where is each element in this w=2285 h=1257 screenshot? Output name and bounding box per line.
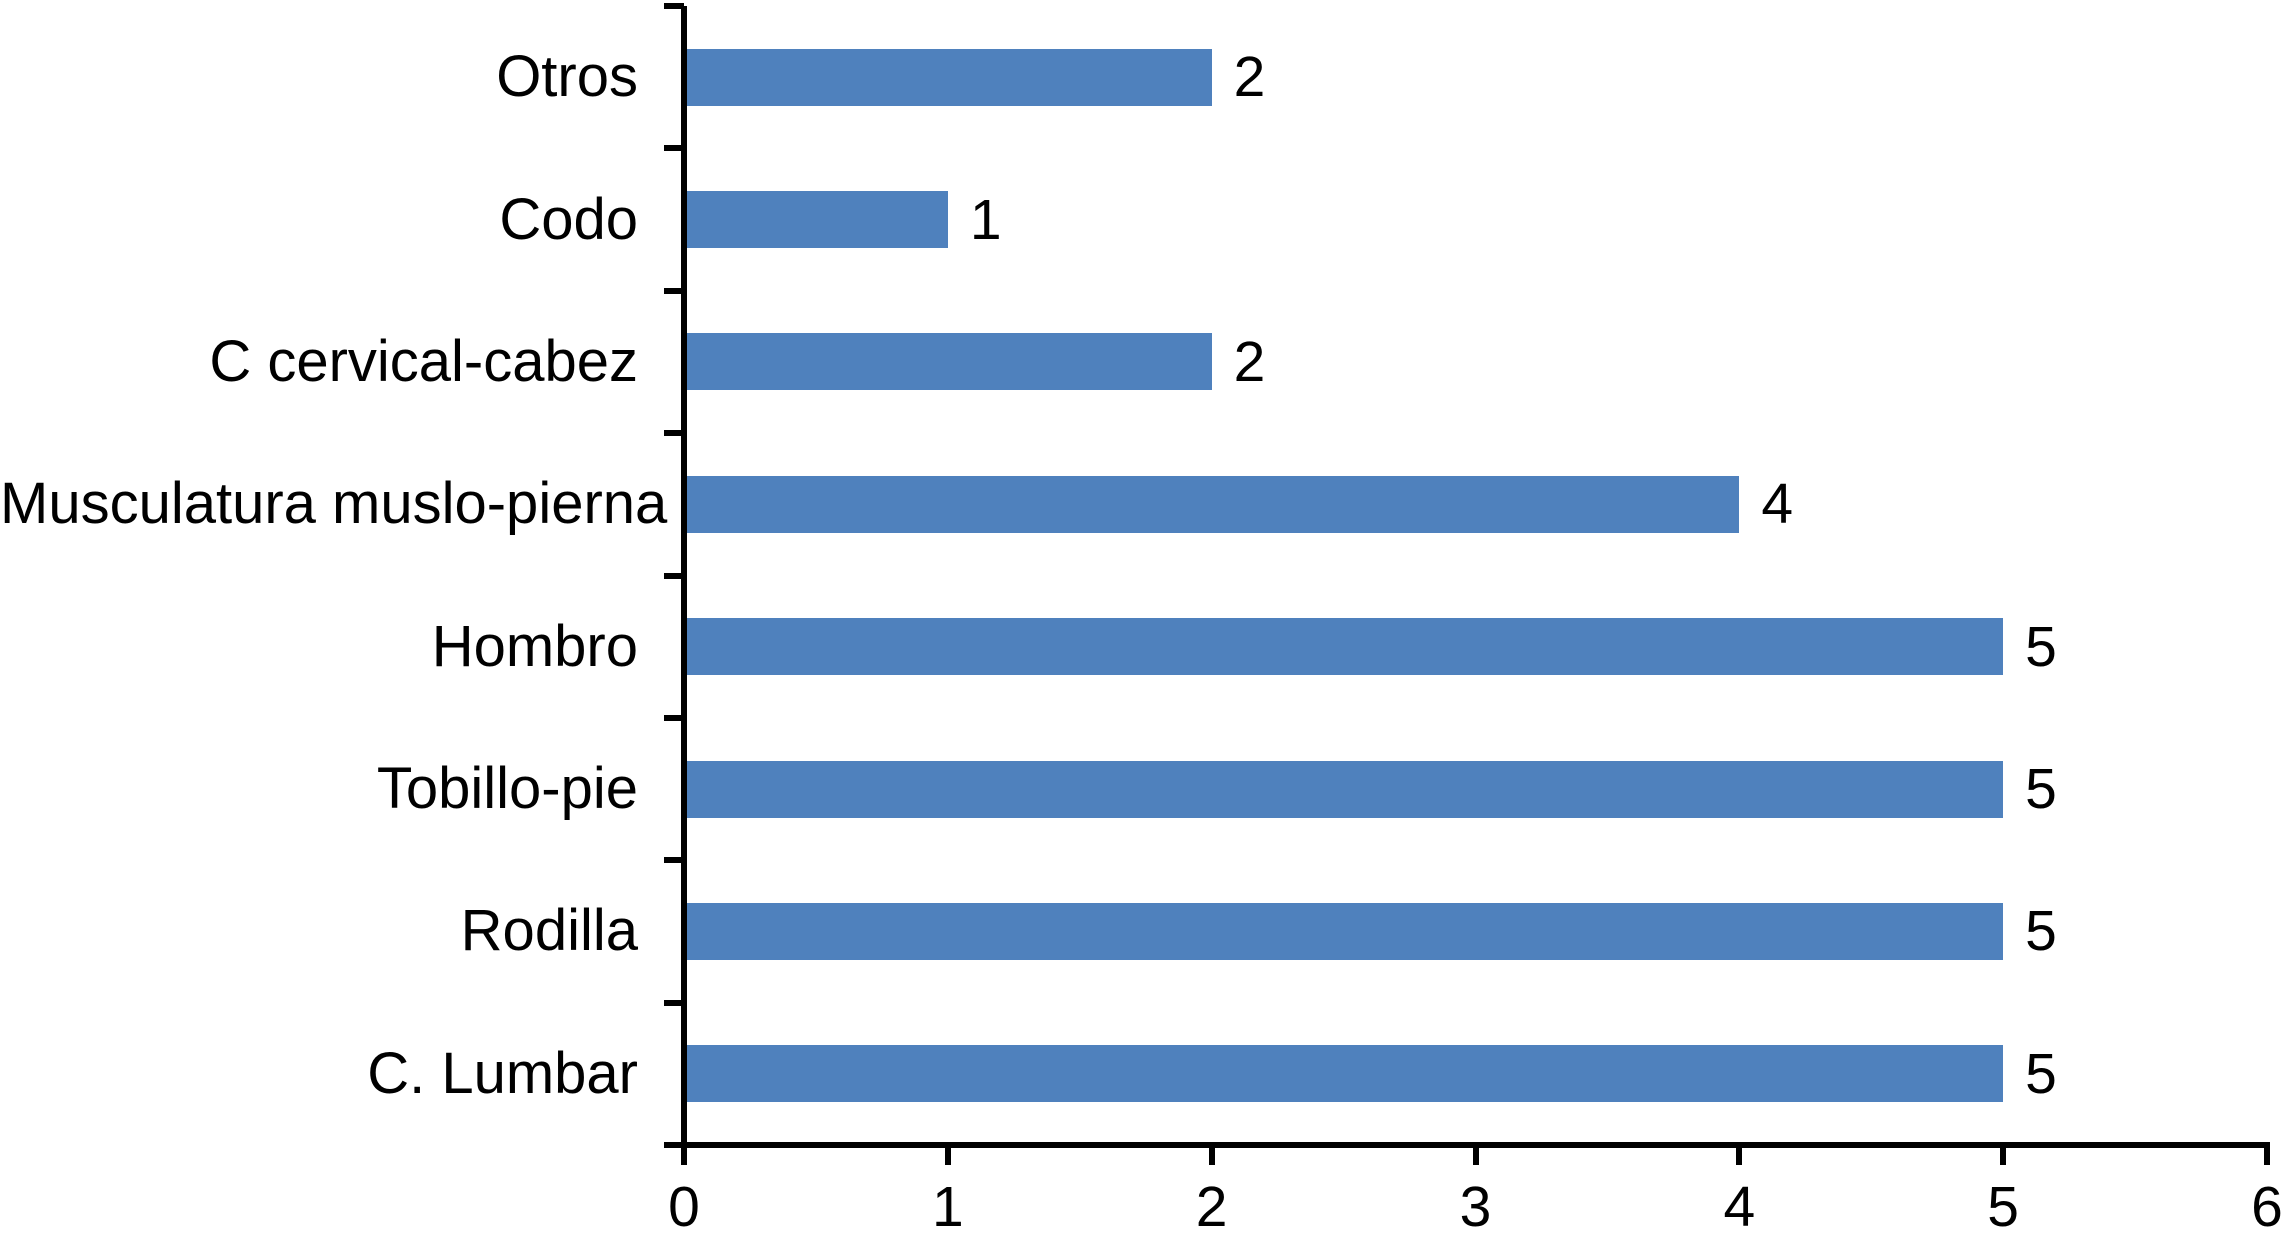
x-axis-line	[664, 1142, 2270, 1148]
category-label: Codo	[499, 186, 638, 252]
category-boundary-tick	[664, 145, 684, 152]
bar-value-label: 5	[2025, 899, 2057, 964]
category-label: Otros	[496, 44, 638, 110]
bar	[687, 475, 1740, 533]
category-label: Tobillo-pie	[376, 756, 638, 822]
value-axis-tick	[2000, 1145, 2007, 1165]
category-boundary-tick	[664, 1142, 684, 1148]
bar-value-label: 2	[1233, 329, 1266, 394]
bar-value-label: 5	[2025, 757, 2057, 822]
bar	[687, 760, 2004, 818]
bar-value-label: 5	[2025, 614, 2057, 679]
bar-value-label: 5	[2025, 1041, 2057, 1106]
value-axis-tick	[1208, 1145, 1215, 1165]
bar	[687, 1045, 2004, 1103]
y-axis-line	[681, 6, 687, 1165]
category-boundary-tick	[664, 714, 684, 721]
bar	[687, 191, 948, 249]
category-label: Rodilla	[460, 898, 638, 964]
category-label: C. Lumbar	[367, 1040, 638, 1106]
value-axis-tick	[1472, 1145, 1479, 1165]
value-axis-tick	[681, 1145, 687, 1165]
category-label: Musculatura muslo-pierna	[0, 471, 668, 537]
bar	[687, 902, 2004, 960]
bar-value-label: 2	[1233, 45, 1266, 110]
bar	[687, 618, 2004, 676]
value-axis-tick-label: 1	[931, 1175, 964, 1239]
value-axis-tick	[944, 1145, 951, 1165]
bar-value-label: 1	[969, 187, 1002, 252]
category-label: C cervical-cabez	[209, 328, 638, 394]
category-label: Hombro	[431, 613, 638, 679]
bar-value-label: 4	[1761, 472, 1794, 537]
value-axis-tick	[1736, 1145, 1743, 1165]
bar	[687, 48, 1212, 106]
value-axis-tick-label: 4	[1723, 1175, 1756, 1239]
value-axis-tick-label: 6	[2251, 1175, 2283, 1239]
value-axis-tick-label: 0	[668, 1175, 700, 1239]
category-boundary-tick	[664, 857, 684, 864]
category-boundary-tick	[664, 3, 684, 9]
category-boundary-tick	[664, 287, 684, 294]
value-axis-tick	[2264, 1145, 2270, 1165]
value-axis-tick-label: 5	[1987, 1175, 2019, 1239]
category-boundary-tick	[664, 999, 684, 1006]
value-axis-tick-label: 3	[1459, 1175, 1492, 1239]
bar	[687, 333, 1212, 391]
category-boundary-tick	[664, 572, 684, 579]
category-boundary-tick	[664, 430, 684, 437]
value-axis-tick-label: 2	[1195, 1175, 1228, 1239]
